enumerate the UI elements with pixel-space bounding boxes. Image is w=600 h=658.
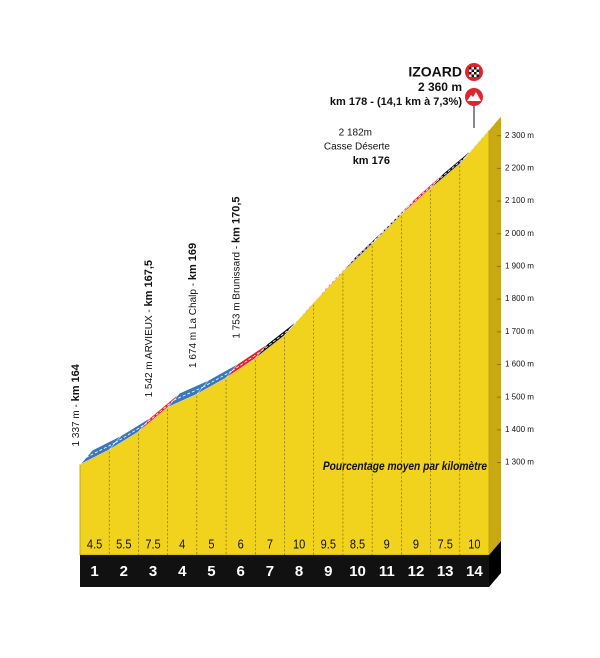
gradient-label: 10 xyxy=(468,537,481,552)
finish-flag xyxy=(469,67,479,77)
y-tick-label: 1 300 m xyxy=(505,458,534,467)
km-label: 8 xyxy=(295,563,303,580)
y-tick-label: 1 500 m xyxy=(505,392,534,401)
road-centerline xyxy=(173,386,204,401)
summit-name: IZOARD xyxy=(408,64,462,80)
gradient-label: 5.5 xyxy=(116,537,132,552)
place-annotation: 1 542 m ARVIEUX - km 167,5 xyxy=(143,260,155,397)
place-label: 1 753 m Brunissard - xyxy=(231,246,242,339)
km-label: 1 xyxy=(90,563,98,580)
gradient-label: 10 xyxy=(293,537,306,552)
finish-checks xyxy=(469,67,479,77)
gradient-title: Pourcentage moyen par kilomètre xyxy=(323,460,487,473)
km-label: 5 xyxy=(207,563,215,580)
gradient-label: 7.5 xyxy=(438,537,454,552)
gradient-label: 4.5 xyxy=(87,537,103,552)
place-annotation: 1 753 m Brunissard - km 170,5 xyxy=(231,196,243,338)
base-strip xyxy=(80,555,489,587)
gradient-label: 9 xyxy=(384,537,390,552)
km-label: 2 xyxy=(120,563,128,580)
base-strip-side xyxy=(489,541,501,587)
gradient-label: 5 xyxy=(208,537,214,552)
km-label: 9 xyxy=(324,563,332,580)
place-label: 1 542 m ARVIEUX - xyxy=(144,309,155,397)
waypoint-altitude: 2 182m xyxy=(339,128,372,139)
gradient-label: 9 xyxy=(413,537,419,552)
place-label: 1 337 m - xyxy=(71,404,82,446)
waypoint-km: km 176 xyxy=(353,155,390,167)
road-centerline xyxy=(261,328,291,352)
y-tick-label: 1 400 m xyxy=(505,425,534,434)
gradient-label: 4 xyxy=(179,537,185,552)
waypoint-name: Casse Déserte xyxy=(324,142,391,153)
summit-detail: km 178 - (14,1 km à 7,3%) xyxy=(330,96,462,108)
road-centerline xyxy=(144,399,174,426)
gradient-label: 8.5 xyxy=(350,537,366,552)
gradient-label: 7.5 xyxy=(145,537,161,552)
place-km: km 167,5 xyxy=(143,260,155,306)
profile-side xyxy=(489,116,501,556)
gradient-label: 9.5 xyxy=(321,537,337,552)
road-centerline xyxy=(231,350,262,372)
place-km: km 170,5 xyxy=(231,196,243,242)
km-label: 11 xyxy=(379,563,395,580)
gradient-label: 6 xyxy=(238,537,244,552)
km-label: 10 xyxy=(349,563,366,580)
summit-label: IZOARD 2 360 m km 178 - (14,1 km à 7,3%) xyxy=(330,63,483,128)
road-centerline xyxy=(85,442,116,458)
road-centerline xyxy=(465,122,496,158)
road-centerline xyxy=(319,264,350,296)
road-centerline xyxy=(202,370,233,388)
y-tick-label: 2 200 m xyxy=(505,163,534,172)
gradient-label: 7 xyxy=(267,537,273,552)
km-label: 12 xyxy=(408,563,425,580)
y-tick-label: 1 600 m xyxy=(505,360,534,369)
y-tick-label: 2 100 m xyxy=(505,196,534,205)
km-label: 3 xyxy=(149,563,157,580)
place-annotation: 1 337 m - km 164 xyxy=(70,363,82,446)
road-centerline xyxy=(407,180,437,208)
waypoint-label: 2 182m Casse Déserte km 176 xyxy=(324,128,391,167)
road-centerline xyxy=(436,156,467,182)
km-label: 4 xyxy=(178,563,187,580)
place-km: km 169 xyxy=(187,243,199,280)
place-label: 1 674 m La Chalp - xyxy=(187,283,198,368)
climb-mountain xyxy=(467,92,481,101)
place-km: km 164 xyxy=(70,363,82,401)
km-label: 7 xyxy=(266,563,274,580)
summit-altitude: 2 360 m xyxy=(418,80,462,94)
y-tick-label: 1 700 m xyxy=(505,327,534,336)
km-label: 14 xyxy=(466,563,483,580)
place-annotation: 1 674 m La Chalp - km 169 xyxy=(187,243,199,368)
profile-start-face xyxy=(79,450,93,465)
road-centerline xyxy=(377,207,408,238)
km-label: 13 xyxy=(437,563,454,580)
y-tick-label: 1 900 m xyxy=(505,262,534,271)
y-tick-label: 2 000 m xyxy=(505,229,534,238)
km-label: 6 xyxy=(237,563,245,580)
road-centerline xyxy=(348,236,379,265)
y-tick-label: 1 800 m xyxy=(505,294,534,303)
road-centerline xyxy=(115,424,145,444)
y-tick-label: 2 300 m xyxy=(505,131,534,140)
